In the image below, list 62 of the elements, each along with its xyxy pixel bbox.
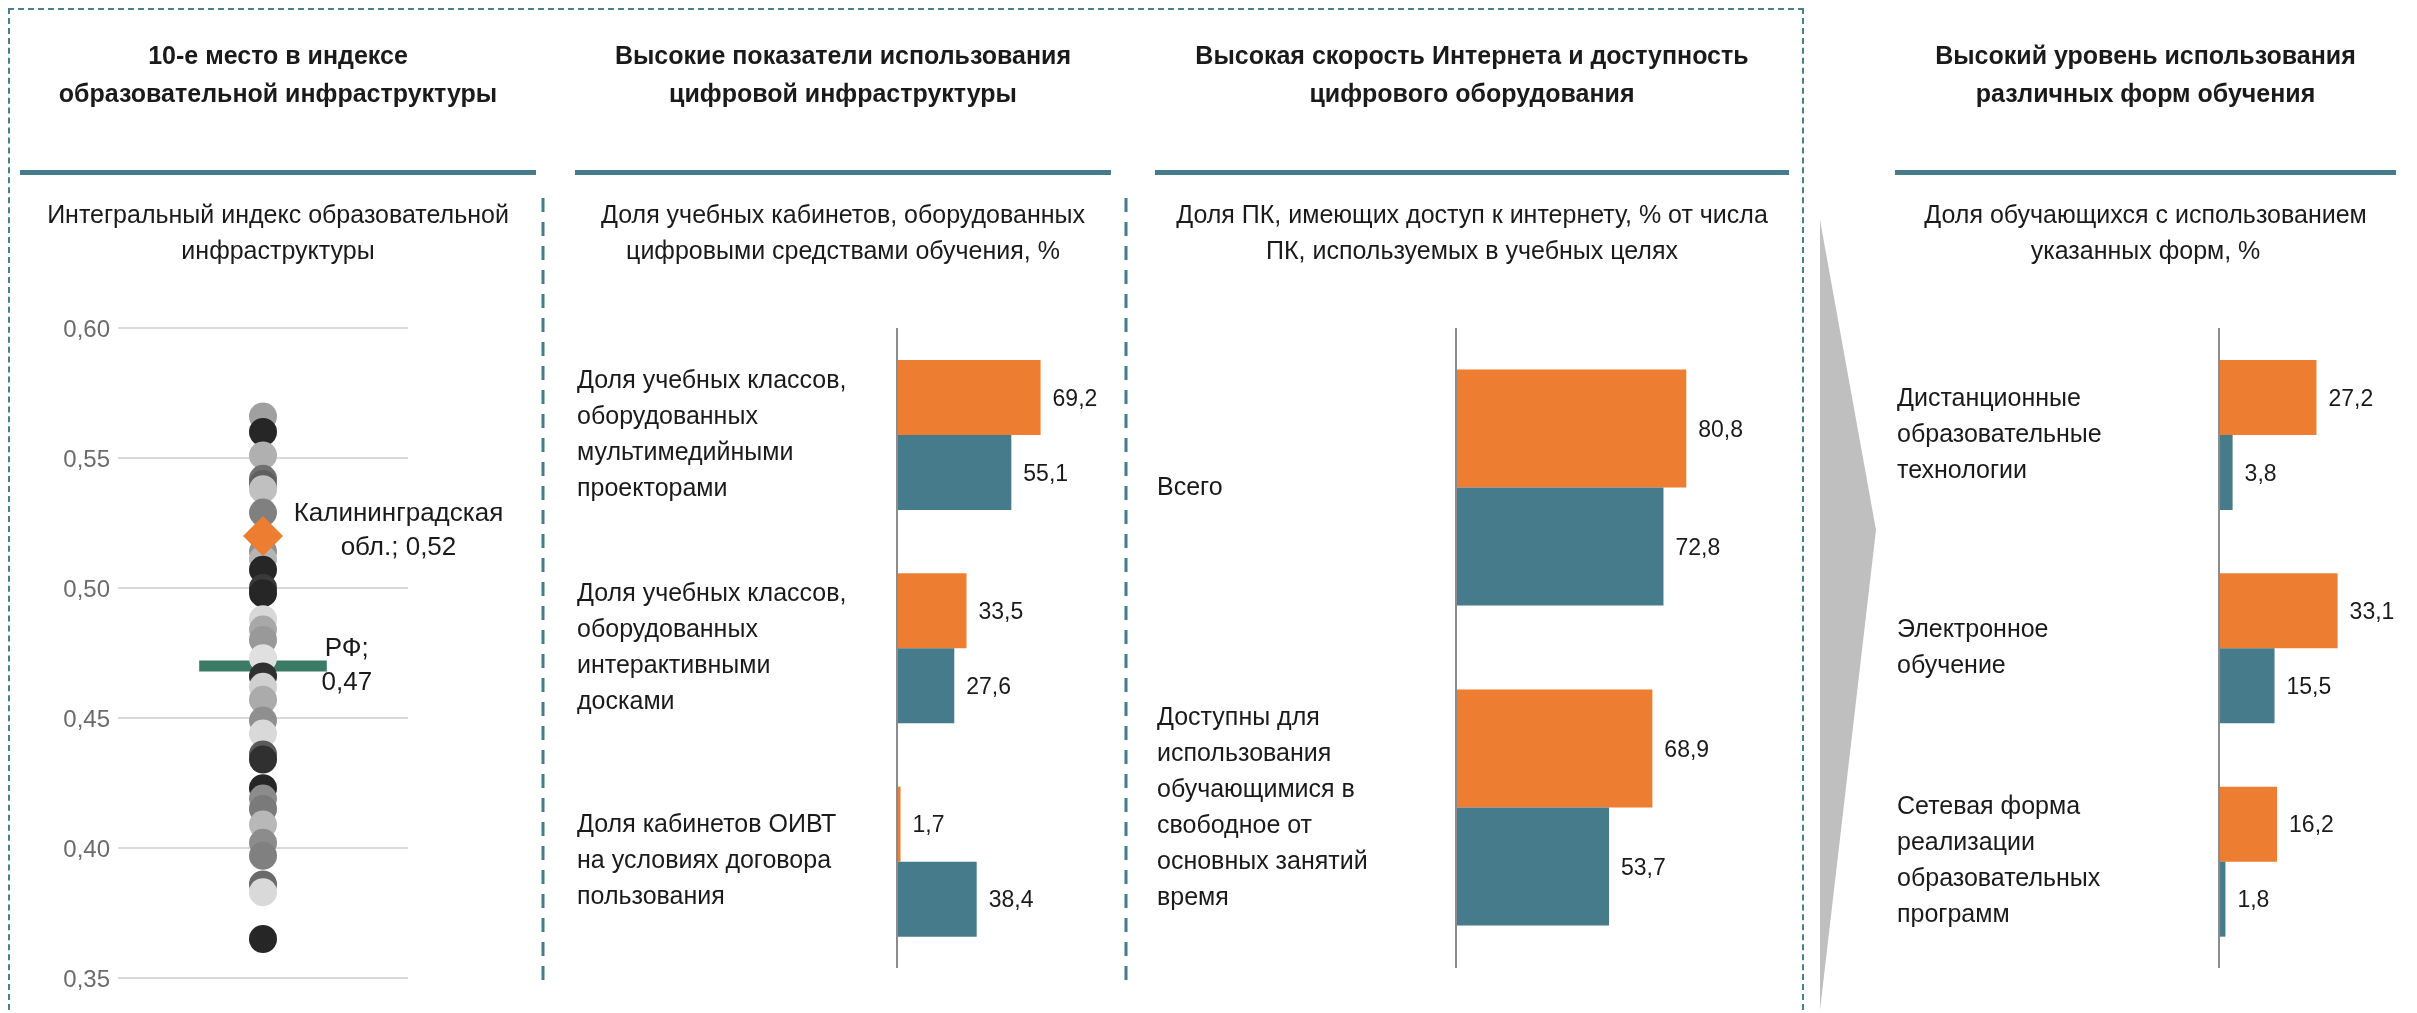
point (249, 925, 277, 953)
chart-title: Высокие показатели использования цифровой инфраструктуры (613, 40, 1073, 109)
bar (897, 360, 1041, 435)
y-tick-label: Всего (1157, 471, 1223, 500)
data-label: 69,2 (1052, 384, 1098, 411)
y-tick-label: Доля учебных классов, оборудованных мультимедийными проекторами (577, 364, 847, 501)
point (249, 745, 277, 774)
chart-title: 10-е место в индексе образовательной инфраструктуры (57, 40, 499, 109)
y-tick-label: Электронное обучение (1897, 613, 2049, 678)
chart-subtitle: Доля ПК, имеющих доступ к интернету, % от числа ПК, используемых в учебных целях (1175, 199, 1769, 266)
bar (1456, 369, 1687, 488)
chart-subtitle: Доля учебных кабинетов, оборудованных цифровыми средствами обучения, % (600, 199, 1086, 266)
chart-subtitle: Интегральный индекс образовательной инфраструктуры (46, 199, 510, 266)
data-label: 15,5 (2286, 673, 2332, 699)
data-label: 1,7 (912, 811, 945, 838)
data-label: 33,1 (2349, 598, 2395, 624)
bar (1456, 807, 1610, 926)
bar (2219, 573, 2338, 649)
y-tick-label: 0,60 (63, 314, 110, 342)
ref-line-label: РФ; 0,47 (321, 631, 373, 696)
bar (2219, 360, 2317, 435)
point (249, 475, 277, 504)
data-label: 3,8 (2244, 459, 2277, 486)
point (249, 579, 277, 608)
point (249, 841, 277, 870)
y-tick-label: Доля учебных классов, оборудованных интерактивными досками (577, 577, 847, 714)
bar (2219, 435, 2233, 510)
bar (897, 861, 977, 937)
data-label: 27,2 (2328, 384, 2374, 411)
bar (2219, 648, 2275, 724)
data-label: 1,8 (2237, 886, 2270, 913)
data-label: 38,4 (988, 886, 1034, 913)
point (249, 878, 277, 907)
y-tick-label: 0,35 (63, 964, 110, 992)
data-label: 53,7 (1621, 853, 1666, 880)
data-label: 55,1 (1023, 459, 1069, 486)
y-tick-label: 0,40 (63, 834, 110, 862)
y-tick-label: Доступны для использования обучающимися в свободное от основных занятий время (1157, 701, 1368, 910)
bar (1456, 689, 1653, 808)
y-tick-label: Доля кабинетов ОИВТ на условиях договора пользования (577, 808, 837, 909)
y-tick-label: 0,45 (63, 704, 110, 732)
data-label: 16,2 (2289, 811, 2334, 838)
data-label: 33,5 (978, 598, 1024, 624)
y-tick-label: Дистанционные образовательные технологии (1897, 382, 2102, 483)
chart-subtitle: Доля обучающихся с использованием указанных форм, % (1923, 199, 2368, 266)
y-tick-label: 0,55 (63, 444, 110, 472)
bar (2219, 786, 2278, 862)
bar (1456, 487, 1664, 606)
data-label: 80,8 (1698, 415, 1744, 442)
y-tick-label: 0,50 (63, 574, 110, 602)
data-label: 27,6 (966, 673, 1012, 699)
data-label: 72,8 (1675, 533, 1721, 560)
point (249, 441, 277, 470)
bar (897, 573, 967, 649)
bar (897, 648, 955, 724)
chart-title: Высокая скорость Интернета и доступность цифрового оборудования (1194, 40, 1750, 109)
data-label: Калининградская обл.; 0,52 (293, 497, 504, 562)
chart-title: Высокий уровень использования различных форм обучения (1934, 40, 2357, 109)
bar (897, 435, 1012, 510)
data-label: 68,9 (1664, 735, 1710, 762)
y-tick-label: Сетевая форма реализации образовательных программ (1897, 790, 2101, 927)
point (249, 418, 277, 446)
